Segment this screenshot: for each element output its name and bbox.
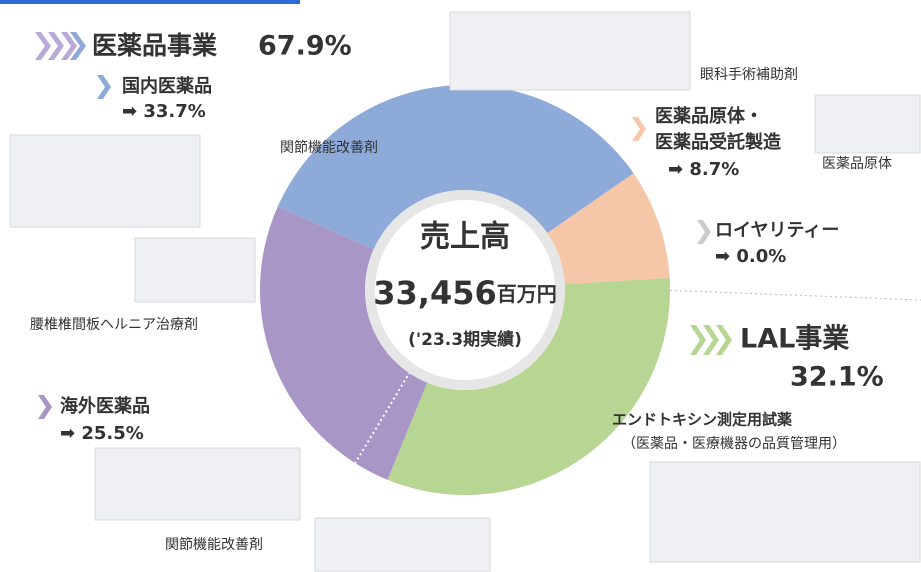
caption: 関節機能改善剤 xyxy=(280,139,378,156)
product-image xyxy=(450,12,690,90)
segment-value: ➡ 25.5% xyxy=(60,423,144,444)
caption: 眼科手術補助剤 xyxy=(700,67,798,83)
group-name: LAL事業 xyxy=(740,324,849,355)
product-image xyxy=(815,95,920,153)
caption: 医薬品原体 xyxy=(822,156,892,172)
segment-label: 医薬品原体・ xyxy=(655,105,763,127)
value-label: 8.7% xyxy=(689,159,739,180)
product-image xyxy=(315,518,490,572)
caption: （医薬品・医療機器の品質管理用） xyxy=(622,435,846,452)
segment-value: ➡ 8.7% xyxy=(668,159,739,180)
caption: 関節機能改善剤 xyxy=(165,536,263,553)
caption: 腰椎椎間板ヘルニア治療剤 xyxy=(30,316,198,333)
group-value: 32.1% xyxy=(790,362,884,393)
segment-value: ➡ 0.0% xyxy=(715,246,786,267)
value-label: 0.0% xyxy=(736,246,786,267)
header-bar xyxy=(0,0,300,4)
segment-value: ➡ 33.7% xyxy=(122,101,206,122)
product-image xyxy=(135,238,255,302)
center-value: 33,456 xyxy=(373,274,496,312)
chart: 売上高 33,456百万円 ('23.3期実績) 医薬品事業 67.9% LAL… xyxy=(0,0,921,572)
product-image xyxy=(650,462,920,562)
segment-label: 海外医薬品 xyxy=(60,395,150,417)
caption: エンドトキシン測定用試薬 xyxy=(612,411,792,429)
center-unit: 百万円 xyxy=(497,282,557,306)
center-title: 売上高 xyxy=(420,220,510,255)
segment-label: ロイヤリティー xyxy=(715,220,839,241)
segment-label: 国内医薬品 xyxy=(122,75,212,97)
product-image xyxy=(10,135,200,227)
value-label: 25.5% xyxy=(81,423,143,444)
divider xyxy=(660,290,921,300)
product-image xyxy=(95,448,300,520)
group-name: 医薬品事業 xyxy=(92,31,217,60)
value-label: 33.7% xyxy=(143,101,205,122)
center-note: ('23.3期実績) xyxy=(408,329,522,350)
group-value: 67.9% xyxy=(258,31,352,62)
segment-label: 医薬品受託製造 xyxy=(655,131,781,153)
